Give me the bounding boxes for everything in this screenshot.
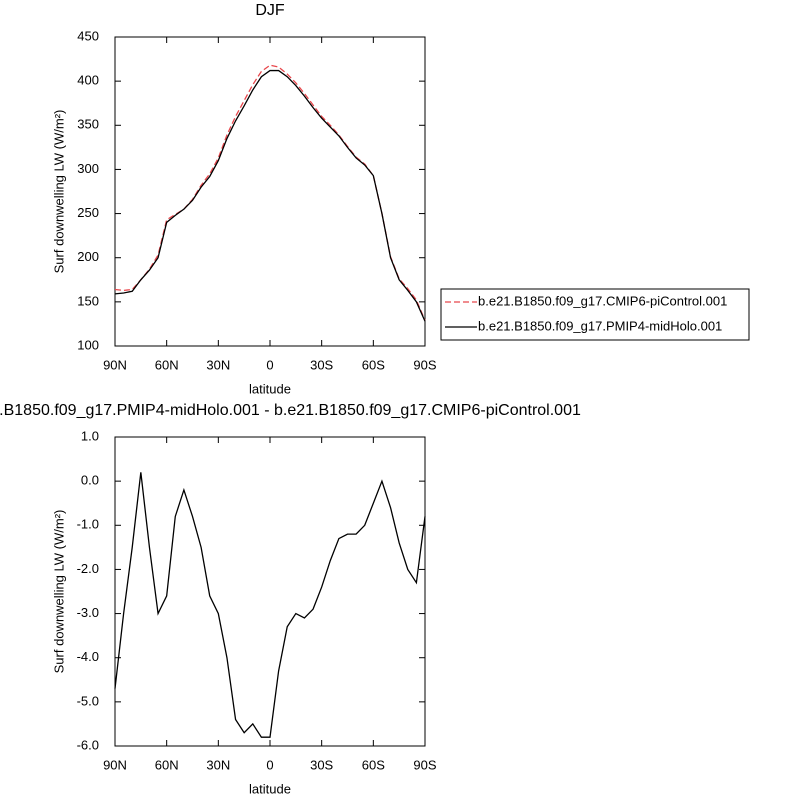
x-tick-label: 30S [310,357,333,372]
legend-label: b.e21.B1850.f09_g17.PMIP4-midHolo.001 [478,318,722,333]
x-tick-label: 0 [266,357,273,372]
y-tick-label: 1.0 [81,428,99,443]
x-tick-label: 60N [155,757,179,772]
y-axis-label: Surf downwelling LW (W/m²) [51,110,66,274]
legend-label: b.e21.B1850.f09_g17.CMIP6-piControl.001 [478,293,727,308]
y-tick-label: 200 [77,249,99,264]
x-tick-label: 60S [362,357,385,372]
y-tick-label: 350 [77,117,99,132]
x-axis-label: latitude [249,381,291,396]
plot-frame [114,36,426,347]
y-tick-label: 100 [77,337,99,352]
x-tick-label: 30N [206,757,230,772]
x-tick-label: 60N [155,357,179,372]
y-tick-label: 150 [77,293,99,308]
y-tick-label: 300 [77,161,99,176]
x-tick-label: 60S [362,757,385,772]
data-line [114,69,426,322]
legend-box [440,288,750,341]
y-tick-label: -4.0 [77,649,99,664]
x-tick-label: 0 [266,757,273,772]
y-axis-label: Surf downwelling LW (W/m²) [51,510,66,674]
y-tick-label: -2.0 [77,561,99,576]
chart-title: DJF [255,2,285,19]
x-tick-label: 30S [310,757,333,772]
plot-frame [114,436,426,747]
y-tick-label: 400 [77,73,99,88]
chart-title: b.e21.B1850.f09_g17.PMIP4-midHolo.001 - … [0,402,581,419]
y-tick-label: -5.0 [77,693,99,708]
x-tick-label: 30N [206,357,230,372]
data-line [114,472,426,738]
y-tick-label: 250 [77,205,99,220]
x-tick-label: 90N [103,757,127,772]
y-tick-label: -1.0 [77,517,99,532]
x-tick-label: 90S [413,357,436,372]
y-tick-label: 0.0 [81,473,99,488]
y-tick-label: -6.0 [77,737,99,752]
data-line [114,64,426,321]
x-axis-label: latitude [249,781,291,796]
y-tick-label: 450 [77,28,99,43]
y-tick-label: -3.0 [77,605,99,620]
x-tick-label: 90S [413,757,436,772]
x-tick-label: 90N [103,357,127,372]
